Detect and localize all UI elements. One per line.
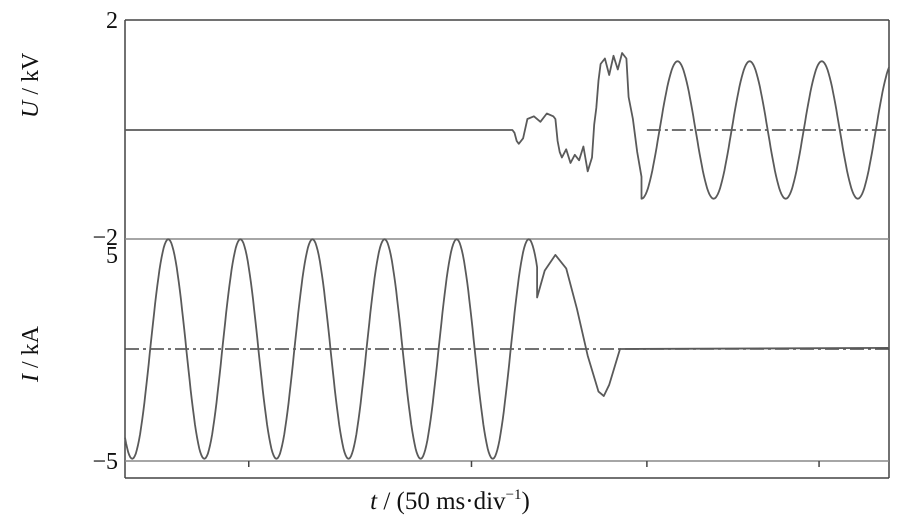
u-ytick-max: 2 xyxy=(106,8,118,34)
i-axis-unit: / kA xyxy=(18,326,44,374)
x-axis-unit: / (50 ms·div xyxy=(377,488,506,515)
u-axis-label: U / kV xyxy=(18,53,45,118)
i-ytick-max: 5 xyxy=(106,243,118,269)
u-axis-symbol: U xyxy=(18,100,44,118)
i-ytick-min: −5 xyxy=(92,449,118,475)
i-axis-symbol: I xyxy=(18,374,44,382)
current-trace xyxy=(124,238,890,460)
traces xyxy=(124,52,890,460)
x-axis-exponent: −1 xyxy=(505,487,522,503)
u-axis-unit: / kV xyxy=(18,52,44,101)
x-ticks xyxy=(247,461,820,467)
y-tick-labels: 2 −25 −5 xyxy=(92,8,118,475)
u-ytick-min: −2 xyxy=(92,225,118,251)
voltage-trace xyxy=(125,52,890,200)
x-axis-symbol: t xyxy=(370,488,378,515)
x-axis-label: t / (50 ms·div−1) xyxy=(0,488,900,516)
axes-frame xyxy=(124,19,890,479)
x-axis-unit-close: ) xyxy=(521,488,530,515)
i-axis-label: I / kA xyxy=(18,326,45,382)
